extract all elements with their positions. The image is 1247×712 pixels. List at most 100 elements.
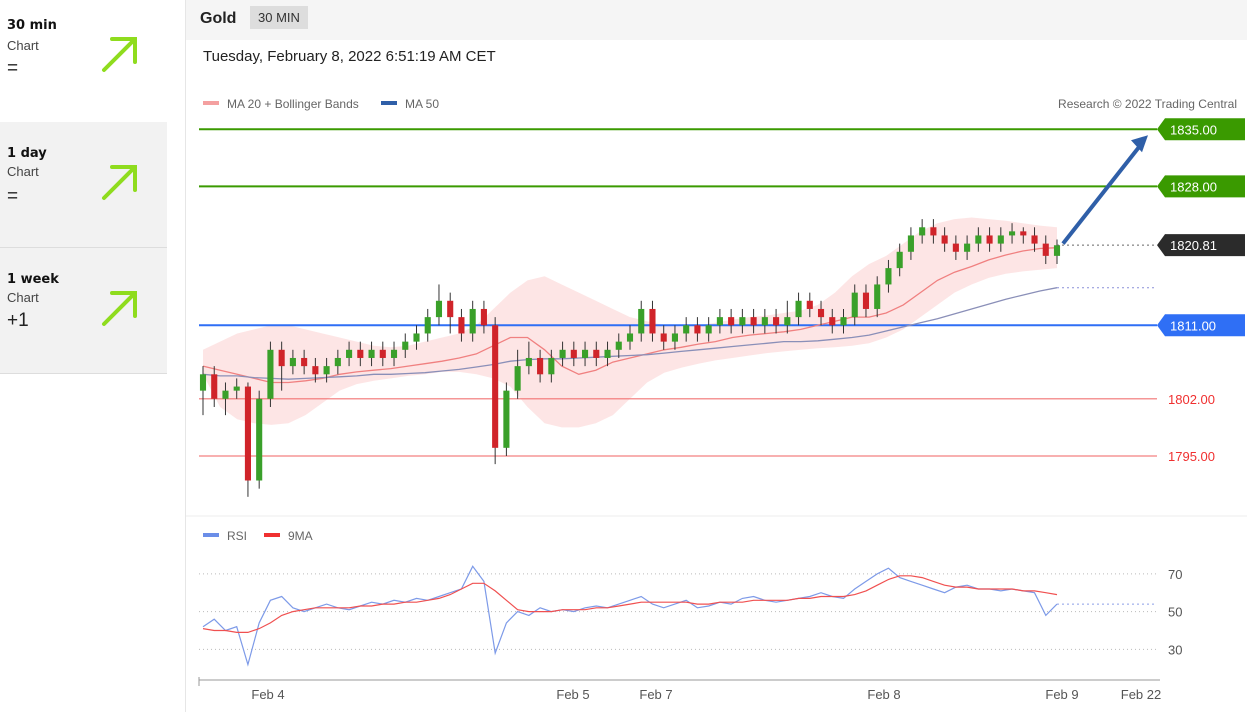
candle-body (289, 357, 296, 367)
candle-body (559, 349, 566, 358)
instrument-title: Gold (200, 10, 237, 27)
arrow-up-right-icon (102, 37, 137, 72)
timeframe-badge[interactable]: 30 MIN (250, 6, 308, 29)
candle-body (222, 390, 229, 399)
candle-body (514, 366, 521, 391)
candle-body (851, 292, 858, 318)
level-label: 1795.00 (1168, 449, 1215, 464)
candle-body (379, 349, 386, 358)
ma50-line (202, 287, 1058, 380)
candle-body (705, 325, 712, 334)
candle-body (390, 349, 398, 358)
candle-body (570, 349, 577, 358)
candle-body (975, 235, 982, 244)
candle-body (233, 386, 240, 391)
panel-divider (185, 0, 186, 712)
timeframe-card-1week[interactable]: 1 week Chart +1 (0, 248, 167, 374)
candle-body (919, 227, 926, 236)
legend-swatch (203, 101, 219, 105)
candle-body (694, 325, 701, 334)
candle-body (301, 357, 308, 367)
candle-body (267, 349, 274, 399)
candle-body (997, 235, 1004, 244)
candle-body (199, 374, 207, 391)
candle-body (795, 300, 802, 318)
timeframe-value: = (7, 58, 19, 79)
timeframe-label: Chart (7, 290, 39, 305)
candle-body (593, 349, 600, 358)
chart-header: Gold 30 MIN (186, 0, 1247, 40)
level-tag (1157, 118, 1245, 141)
rsi-tick-label: 70 (1168, 567, 1182, 582)
candle-body (773, 317, 780, 326)
candle-body (469, 308, 476, 334)
x-tick-label: Feb 4 (251, 687, 284, 702)
candle-body (334, 357, 341, 367)
candle-body (480, 308, 487, 326)
timeframe-sidebar: 30 min Chart = 1 day Chart = 1 week Char… (0, 0, 167, 712)
candle-body (211, 374, 218, 399)
candle-body (346, 349, 353, 358)
candle-body (626, 333, 634, 342)
candle-body (671, 333, 678, 342)
timeframe-value: = (7, 186, 19, 207)
timeframe-period: 30 min (7, 18, 57, 33)
candle-body (435, 300, 443, 318)
legend-swatch (381, 101, 397, 105)
candle-body (716, 317, 723, 326)
candle-body (638, 308, 645, 334)
arrow-up-right-icon (102, 291, 137, 326)
x-tick-label: Feb 22 (1121, 687, 1161, 702)
candle-body (885, 268, 892, 285)
arrow-up-right-icon (102, 165, 137, 200)
candle-body (896, 251, 903, 269)
candle-body (840, 317, 847, 326)
candle-body (1042, 243, 1049, 256)
candle-body (964, 243, 971, 252)
candle-body (829, 317, 836, 326)
copyright-text: Research © 2022 Trading Central (1058, 97, 1237, 111)
candle-body (660, 333, 667, 342)
candle-body (817, 308, 825, 318)
legend-label: RSI (227, 529, 247, 543)
candle-body (368, 349, 375, 358)
x-tick-label: Feb 8 (867, 687, 900, 702)
timeframe-period: 1 day (7, 146, 47, 161)
bollinger-band (203, 217, 1057, 428)
candle-body (806, 300, 813, 309)
candle-body (750, 317, 757, 326)
candle-body (874, 284, 881, 309)
timeframe-label: Chart (7, 38, 39, 53)
legend-swatch (264, 533, 280, 537)
candle-body (256, 398, 263, 481)
candle-body (548, 357, 555, 375)
rsi-tick-label: 30 (1168, 642, 1182, 657)
x-tick-label: Feb 9 (1045, 687, 1078, 702)
candle-body (525, 357, 532, 367)
candle-body (649, 308, 656, 334)
candle-body (604, 349, 611, 358)
chart-datetime: Tuesday, February 8, 2022 6:51:19 AM CET (203, 48, 496, 65)
candle-body (492, 325, 499, 448)
timeframe-label: Chart (7, 164, 39, 179)
candle-body (312, 366, 319, 375)
level-label: 1835.00 (1170, 122, 1217, 137)
candle-body (323, 366, 330, 375)
ma20-line (202, 247, 1058, 384)
candle-body (683, 325, 690, 334)
last-price-label: 1820.81 (1170, 238, 1217, 253)
level-label: 1811.00 (1170, 318, 1216, 333)
candle-body (1053, 245, 1061, 256)
rsi-ma-line (202, 575, 1058, 634)
candle-body (402, 341, 409, 350)
timeframe-card-1day[interactable]: 1 day Chart = (0, 122, 167, 248)
level-label: 1828.00 (1170, 179, 1217, 194)
rsi-tick-label: 50 (1168, 605, 1182, 620)
candle-body (952, 243, 959, 252)
candle-body (278, 349, 285, 367)
timeframe-period: 1 week (7, 272, 59, 287)
candle-body (357, 349, 364, 358)
candle-body (986, 235, 993, 244)
candle-body (413, 333, 420, 342)
